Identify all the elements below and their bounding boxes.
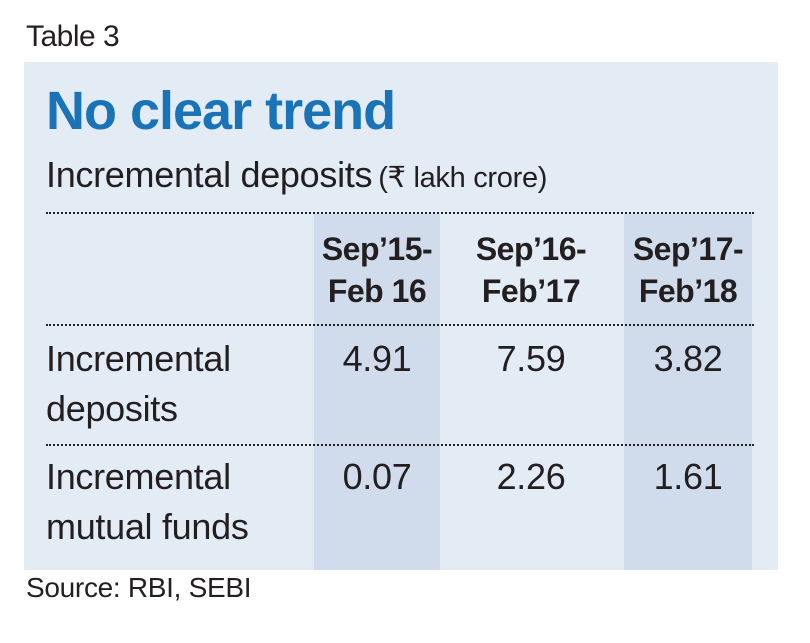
table-subtitle: Incremental deposits (₹ lakh crore): [46, 154, 547, 196]
table-tag: Table 3: [26, 20, 120, 53]
table-cell: 4.91: [342, 338, 412, 379]
column-header-line1: Sep’17-: [632, 231, 744, 267]
column-header: Sep’15- Feb 16: [316, 228, 438, 312]
row-label: Incremental mutual funds: [46, 452, 296, 552]
table-cell: 2.26: [496, 456, 566, 497]
column-header-line2: Feb’18: [638, 273, 738, 309]
table-cell: 1.61: [653, 456, 723, 497]
divider-top: [46, 212, 754, 214]
table-title: No clear trend: [46, 81, 396, 141]
divider-row: [46, 444, 754, 446]
subtitle-text: Incremental deposits: [46, 154, 373, 195]
row-label-line1: Incremental: [46, 338, 231, 379]
row-label-line1: Incremental: [46, 456, 231, 497]
row-label-line2: mutual funds: [46, 506, 249, 547]
divider-header: [46, 324, 754, 326]
column-highlight-1: [314, 214, 440, 570]
table-panel: No clear trend Incremental deposits (₹ la…: [24, 62, 778, 570]
table-cell: 3.82: [653, 338, 723, 379]
column-header: Sep’17- Feb’18: [627, 228, 749, 312]
source-note: Source: RBI, SEBI: [26, 572, 252, 603]
column-header-line2: Feb’17: [481, 273, 581, 309]
table-cell: 0.07: [342, 456, 412, 497]
row-label-line2: deposits: [46, 388, 178, 429]
column-header: Sep’16- Feb’17: [470, 228, 592, 312]
row-label: Incremental deposits: [46, 334, 296, 434]
column-header-line1: Sep’15-: [321, 231, 433, 267]
unit-label: (₹ lakh crore): [378, 162, 548, 194]
column-highlight-3: [624, 214, 752, 570]
table-cell: 7.59: [496, 338, 566, 379]
column-header-line2: Feb 16: [327, 273, 427, 309]
column-header-line1: Sep’16-: [475, 231, 587, 267]
